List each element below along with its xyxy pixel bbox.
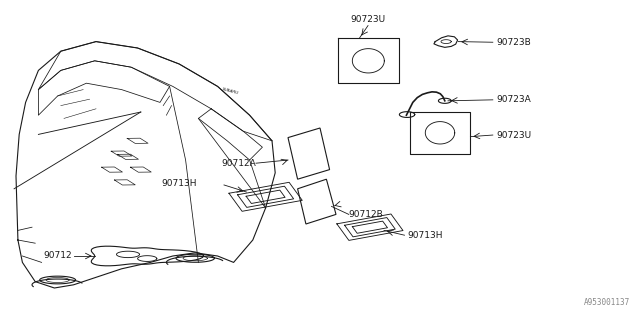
Text: 90713H: 90713H (407, 231, 442, 240)
Text: 90723U: 90723U (496, 131, 531, 140)
Text: 90723U: 90723U (351, 15, 386, 24)
Text: 90713H: 90713H (162, 180, 197, 188)
Text: A953001137: A953001137 (584, 298, 630, 307)
Text: 90712: 90712 (43, 252, 72, 260)
Text: 90723A: 90723A (496, 95, 531, 104)
Text: 90723B: 90723B (496, 38, 531, 47)
Text: SUBARU: SUBARU (221, 87, 239, 95)
Text: 90712A: 90712A (221, 159, 256, 168)
Text: 90712B: 90712B (349, 210, 383, 219)
